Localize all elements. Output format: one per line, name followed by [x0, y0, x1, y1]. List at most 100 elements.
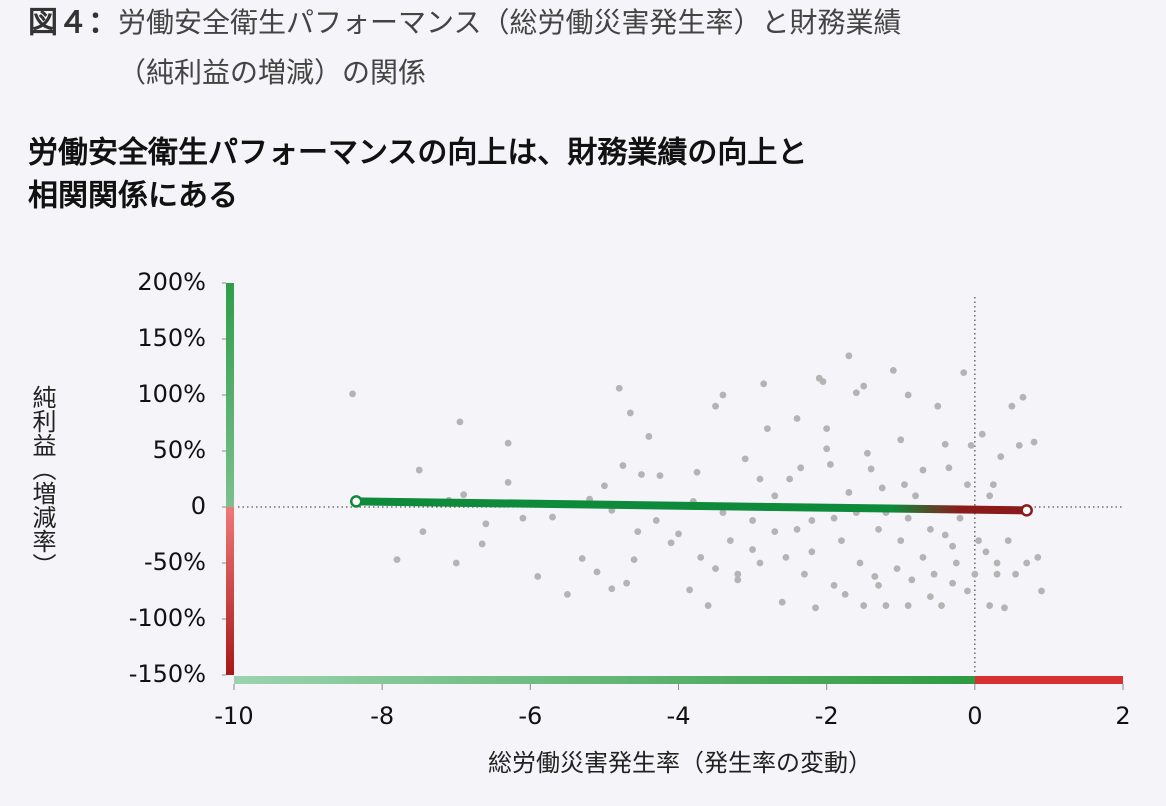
- y-tick-label: 0: [191, 492, 206, 520]
- data-point: [860, 602, 868, 609]
- data-point: [593, 568, 601, 576]
- data-point: [897, 537, 905, 544]
- data-point: [960, 369, 968, 376]
- data-point: [686, 586, 694, 594]
- data-point: [734, 576, 742, 584]
- data-point: [693, 468, 701, 476]
- figure-label: 図４：: [28, 6, 118, 41]
- data-point: [949, 542, 957, 550]
- x-tick-label: 0: [967, 702, 982, 730]
- data-point: [578, 555, 586, 562]
- data-point: [978, 430, 986, 438]
- data-point: [830, 582, 838, 589]
- data-point: [504, 478, 512, 486]
- data-point: [667, 539, 675, 547]
- data-point: [749, 517, 756, 524]
- data-point: [952, 559, 960, 567]
- data-point: [967, 442, 975, 449]
- data-point: [941, 440, 949, 448]
- data-point: [756, 475, 764, 483]
- data-point: [997, 453, 1005, 460]
- x-tick-label: 2: [1115, 702, 1130, 730]
- data-point: [778, 598, 786, 606]
- data-point: [786, 475, 794, 483]
- x-tick-label: -8: [370, 702, 394, 730]
- data-point: [993, 559, 1001, 567]
- data-point: [623, 579, 631, 587]
- data-point: [908, 576, 916, 584]
- data-point: [534, 573, 542, 580]
- data-point: [452, 559, 460, 567]
- data-point: [893, 565, 901, 572]
- data-point: [823, 425, 831, 432]
- data-point: [945, 464, 953, 472]
- y-axis-label: 純利益（増減率）: [28, 385, 56, 577]
- y-axis: [226, 283, 234, 675]
- data-point: [838, 537, 845, 544]
- y-tick-label: -100%: [129, 604, 206, 632]
- data-point: [519, 514, 527, 522]
- data-point: [975, 537, 982, 544]
- y-tick-label: -150%: [129, 660, 206, 688]
- data-point: [393, 556, 401, 564]
- chart-title: （純利益の増減）の関係: [118, 56, 426, 89]
- data-point: [852, 389, 860, 397]
- data-point: [989, 481, 997, 488]
- data-point: [726, 537, 734, 544]
- x-tick-label: -6: [518, 702, 542, 730]
- data-point: [901, 481, 908, 488]
- data-point: [889, 366, 897, 374]
- y-tick-label: 200%: [137, 268, 206, 296]
- data-point: [504, 439, 512, 447]
- data-point: [563, 590, 571, 598]
- data-point: [549, 513, 556, 521]
- data-point: [871, 573, 879, 580]
- data-point: [826, 461, 834, 468]
- data-point: [638, 471, 645, 478]
- data-point: [645, 433, 653, 440]
- data-point: [904, 391, 912, 399]
- data-point: [830, 514, 838, 522]
- data-point: [764, 425, 771, 432]
- data-point: [941, 531, 949, 539]
- data-point: [630, 556, 638, 564]
- data-point: [793, 526, 801, 533]
- data-point: [856, 559, 864, 567]
- data-point: [697, 554, 705, 561]
- data-point: [1015, 442, 1023, 449]
- data-point: [964, 481, 971, 488]
- x-tick-label: -10: [214, 702, 253, 730]
- data-point: [845, 352, 853, 360]
- data-point: [841, 590, 849, 598]
- data-point: [478, 540, 486, 548]
- data-point: [1038, 587, 1045, 595]
- data-point: [934, 402, 942, 410]
- data-point: [904, 602, 912, 609]
- data-point: [656, 472, 664, 480]
- data-point: [608, 585, 616, 593]
- data-point: [808, 548, 816, 556]
- data-point: [1004, 537, 1012, 544]
- data-point: [619, 462, 627, 469]
- data-point: [864, 449, 871, 457]
- data-point: [675, 530, 682, 538]
- data-point: [938, 602, 945, 609]
- data-point: [867, 465, 875, 473]
- data-point: [875, 526, 882, 533]
- data-point: [882, 602, 890, 609]
- x-tick-label: -2: [815, 702, 839, 730]
- data-point: [712, 402, 719, 410]
- y-tick-label: 100%: [137, 380, 206, 408]
- data-point: [760, 380, 768, 388]
- data-point: [419, 528, 427, 536]
- data-point: [1030, 438, 1038, 446]
- data-point: [734, 570, 742, 578]
- data-point: [482, 520, 490, 528]
- data-point: [904, 514, 912, 522]
- data-point: [1008, 402, 1016, 410]
- data-point: [823, 445, 831, 453]
- data-point: [615, 384, 623, 392]
- data-point: [912, 492, 919, 500]
